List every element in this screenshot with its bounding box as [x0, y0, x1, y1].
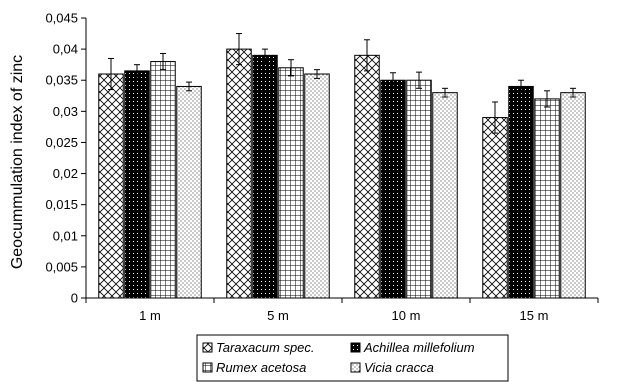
y-tick-label: 0,025 — [45, 135, 78, 150]
error-bars — [108, 33, 576, 134]
y-tick-label: 0,03 — [53, 104, 78, 119]
bar-achillea-millefolium-3 — [508, 85, 534, 299]
bar-rumex-acetosa-2 — [406, 79, 432, 299]
y-tick-label: 0,035 — [45, 73, 78, 88]
legend: Taraxacum spec. Achillea millefolium Rumex… — [196, 334, 509, 382]
bar-vicia-cracca-1 — [304, 73, 330, 299]
x-axis: 1 m 5 m 10 m 15 m — [85, 298, 599, 323]
bar-vicia-cracca-0 — [176, 85, 202, 299]
x-tick-label: 1 m — [139, 308, 161, 323]
bar-taraxacum-spec-2 — [354, 54, 380, 299]
bar-vicia-cracca-2 — [432, 92, 458, 299]
y-tick-label: 0,04 — [53, 42, 78, 57]
y-axis: 0 0,005 0,01 0,015 0,02 0,025 0,03 0,035 0,04 0,0… — [45, 11, 86, 306]
x-tick-label: 5 m — [267, 308, 289, 323]
y-tick-label: 0 — [71, 291, 78, 306]
axis-lines — [85, 18, 598, 299]
legend-label: Vicia cracca — [364, 360, 434, 375]
x-tick-label: 10 m — [392, 308, 421, 323]
legend-label: Achillea millefolium — [363, 340, 475, 355]
bar-rumex-acetosa-3 — [534, 98, 560, 299]
bar-vicia-cracca-3 — [560, 92, 586, 299]
y-tick-label: 0,005 — [45, 259, 78, 274]
legend-label: Taraxacum spec. — [216, 340, 315, 355]
legend-swatch — [350, 362, 361, 373]
legend-swatch — [350, 342, 361, 353]
bar-achillea-millefolium-0 — [124, 70, 150, 299]
bar-taraxacum-spec-3 — [482, 117, 508, 299]
legend-swatch — [202, 362, 213, 373]
bar-taraxacum-spec-1 — [226, 48, 252, 299]
x-tick-label: 15 m — [520, 308, 549, 323]
legend-swatch — [202, 342, 213, 353]
bar-taraxacum-spec-0 — [98, 73, 124, 299]
bar-achillea-millefolium-1 — [252, 54, 278, 299]
y-tick-label: 0,02 — [53, 166, 78, 181]
y-tick-label: 0,045 — [45, 11, 78, 26]
legend-label: Rumex acetosa — [216, 360, 306, 375]
bar-rumex-acetosa-0 — [150, 61, 176, 299]
y-tick-label: 0,01 — [53, 228, 78, 243]
bar-rumex-acetosa-1 — [278, 67, 304, 299]
y-tick-label: 0,015 — [45, 197, 78, 212]
bar-achillea-millefolium-2 — [380, 79, 406, 299]
y-axis-label: Geocummulation index of zinc — [9, 55, 26, 269]
bars — [98, 48, 586, 299]
